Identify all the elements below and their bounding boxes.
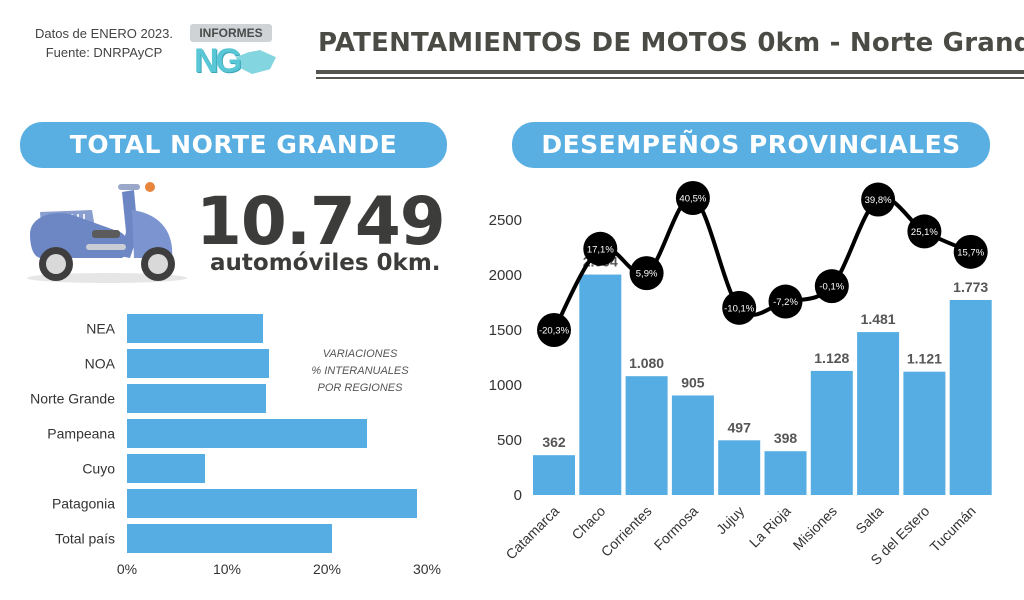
variations-note: VARIACIONES % INTERANUALES POR REGIONES — [300, 346, 420, 397]
y-tick-label: 1000 — [489, 377, 522, 394]
bar-value-label: 497 — [728, 419, 752, 435]
x-tick-label: Chaco — [568, 503, 608, 543]
variation-label: 25,1% — [911, 227, 938, 238]
variations-note-line: POR REGIONES — [317, 382, 403, 394]
variation-marker — [953, 234, 988, 269]
bar-value-label: 905 — [681, 374, 705, 390]
total-heading: TOTAL NORTE GRANDE — [20, 122, 447, 168]
x-tick-label: Corrientes — [598, 503, 655, 560]
region-bar — [127, 524, 332, 553]
x-tick-label: Salta — [852, 503, 886, 537]
total-caption: automóviles 0km. — [210, 250, 441, 276]
variation-label: 40,5% — [679, 194, 706, 205]
page-title: PATENTAMIENTOS DE MOTOS 0km - Norte Gran… — [318, 28, 1024, 58]
province-bar — [625, 376, 668, 495]
y-tick-label: 0 — [514, 487, 522, 504]
bar-value-label: 398 — [774, 430, 798, 446]
category-label: Total país — [55, 531, 115, 547]
logo-label: INFORMES — [190, 24, 272, 42]
category-label: Cuyo — [82, 461, 115, 477]
title-divider-thin — [316, 77, 1024, 79]
variation-label: -10,1% — [724, 303, 755, 314]
scooter-icon — [27, 182, 187, 283]
variation-marker — [675, 181, 710, 215]
region-bar — [127, 384, 266, 413]
x-tick-label: La Rioja — [746, 503, 794, 551]
bar-value-label: 1.773 — [953, 279, 988, 295]
variation-label: 5,9% — [636, 269, 658, 280]
bar-value-label: 1.481 — [861, 311, 896, 327]
category-label: NEA — [86, 321, 115, 337]
source-note: Datos de ENERO 2023. Fuente: DNRPAyCP — [14, 24, 194, 62]
x-tick-label: 20% — [313, 561, 341, 577]
x-tick-label: Misiones — [790, 503, 840, 553]
variation-marker — [907, 214, 942, 249]
variation-label: 17,1% — [587, 244, 614, 255]
y-tick-label: 2000 — [489, 267, 522, 284]
province-bar — [810, 370, 853, 495]
bar-value-label: 362 — [542, 434, 566, 450]
variation-marker — [768, 284, 803, 319]
x-tick-label: 10% — [213, 561, 241, 577]
bar-value-label: 1.121 — [907, 351, 942, 367]
category-label: Pampeana — [47, 426, 115, 442]
x-tick-label: 0% — [117, 561, 137, 577]
x-tick-label: Formosa — [651, 503, 702, 554]
region-bar — [127, 349, 269, 378]
regions-bar-chart: NEA NOA Norte Grande Pampeana Cuyo Patagonia T… — [30, 314, 441, 577]
total-value: 10.749 — [196, 183, 446, 260]
provinces-heading: DESEMPEÑOS PROVINCIALES — [512, 122, 990, 168]
region-bar — [127, 419, 367, 448]
map-icon — [236, 50, 276, 74]
x-tick-label: Catamarca — [502, 503, 562, 563]
source-name: Fuente: DNRPAyCP — [45, 45, 163, 60]
category-label: NOA — [85, 356, 116, 372]
variations-note-line: VARIACIONES — [322, 348, 398, 360]
variation-label: 15,7% — [957, 247, 984, 258]
x-tick-label: 30% — [413, 561, 441, 577]
variation-marker — [722, 290, 757, 325]
province-bar — [579, 274, 622, 495]
category-label: Patagonia — [52, 496, 115, 512]
variation-marker — [629, 256, 664, 291]
province-bar — [533, 455, 575, 495]
x-tick-label: Tucumán — [927, 503, 979, 555]
bar-value-label: 1.128 — [814, 350, 849, 366]
y-tick-label: 2500 — [489, 212, 522, 229]
region-bar — [127, 489, 417, 518]
logo-mark: NG — [194, 42, 242, 80]
variation-marker — [861, 182, 896, 217]
logo: INFORMES NG — [190, 24, 285, 82]
variation-label: -0,1% — [819, 282, 844, 293]
y-tick-label: 500 — [497, 432, 522, 449]
region-bar — [127, 314, 263, 343]
variation-label: -20,3% — [539, 326, 570, 337]
provinces-combo-chart: 05001000150020002500362Catamarca2.004Cha… — [489, 181, 992, 568]
variation-marker — [814, 269, 849, 304]
x-tick-label: Jujuy — [713, 503, 747, 537]
variations-note-line: % INTERANUALES — [311, 365, 409, 377]
title-divider — [316, 70, 1024, 74]
province-bar — [903, 371, 946, 495]
category-label: Norte Grande — [30, 391, 115, 407]
variation-marker — [583, 231, 618, 266]
variation-label: -7,2% — [773, 297, 798, 308]
province-bar — [949, 299, 992, 495]
variation-marker — [537, 313, 571, 347]
province-bar — [671, 395, 714, 495]
source-date: Datos de ENERO 2023. — [34, 26, 174, 41]
region-bar — [127, 454, 205, 483]
bar-value-label: 1.080 — [629, 355, 664, 371]
province-bar — [857, 332, 900, 495]
province-bar — [718, 440, 761, 495]
y-tick-label: 1500 — [489, 322, 522, 339]
variation-label: 39,8% — [865, 195, 892, 206]
province-bar — [764, 451, 807, 495]
